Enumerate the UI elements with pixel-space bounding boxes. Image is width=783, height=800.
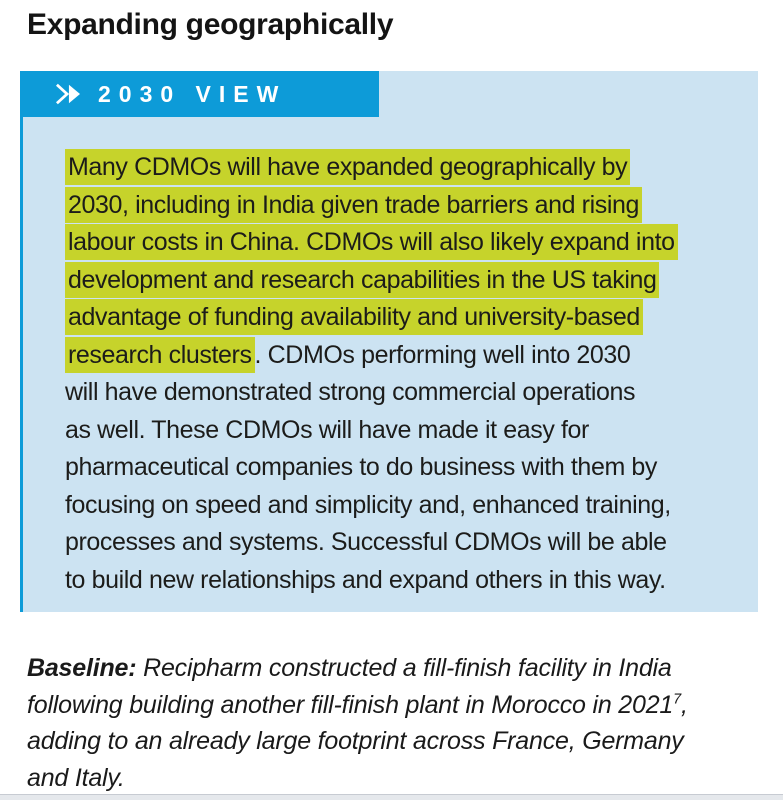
highlighted-text: development and research capabilities in… <box>65 261 660 298</box>
text-line: will have demonstrated strong commercial… <box>65 374 678 412</box>
fast-forward-icon <box>54 82 82 106</box>
highlighted-text: Many CDMOs will have expanded geographic… <box>65 149 631 185</box>
highlighted-text: advantage of funding availability and un… <box>65 299 643 335</box>
text-line: to build new relationships and expand ot… <box>65 562 678 600</box>
text-line: pharmaceutical companies to do business … <box>65 449 678 487</box>
view-paragraph: Many CDMOs will have expanded geographic… <box>65 149 678 599</box>
text-line: following building another fill-finish p… <box>27 687 688 724</box>
highlighted-text: research clusters <box>65 336 255 373</box>
body-text: as well. These CDMOs will have made it e… <box>65 415 589 444</box>
highlighted-text: labour costs in China. CDMOs will also l… <box>65 224 678 260</box>
text-line: Many CDMOs will have expanded geographic… <box>65 149 678 187</box>
body-text: and Italy. <box>27 763 125 792</box>
body-text: Baseline: <box>27 654 137 682</box>
view-header-label: 2030 VIEW <box>98 80 287 107</box>
bottom-divider <box>0 794 783 800</box>
body-text: , <box>681 690 688 719</box>
footnote-superscript: 7 <box>673 691 681 708</box>
body-text: processes and systems. Successful CDMOs … <box>65 528 667 556</box>
body-text: focusing on speed and simplicity and, en… <box>65 490 671 519</box>
baseline-paragraph: Baseline: Recipharm constructed a fill-f… <box>27 650 688 796</box>
body-text: Recipharm constructed a fill-finish faci… <box>136 654 672 682</box>
highlighted-text: 2030, including in India given trade bar… <box>65 186 643 223</box>
text-line: 2030, including in India given trade bar… <box>65 186 678 225</box>
text-line: Baseline: Recipharm constructed a fill-f… <box>27 650 688 687</box>
body-text: to build new relationships and expand ot… <box>65 565 666 594</box>
body-text: will have demonstrated strong commercial… <box>65 378 636 406</box>
body-text: following building another fill-finish p… <box>27 690 674 719</box>
text-line: labour costs in China. CDMOs will also l… <box>65 224 678 262</box>
body-text: adding to an already large footprint acr… <box>27 727 684 755</box>
text-line: processes and systems. Successful CDMOs … <box>65 524 678 562</box>
text-line: development and research capabilities in… <box>65 261 678 300</box>
view-header-bar: 2030 VIEW <box>20 71 379 117</box>
2030-view-box: 2030 VIEW Many CDMOs will have expanded … <box>20 71 758 612</box>
text-line: and Italy. <box>27 760 688 797</box>
text-line: focusing on speed and simplicity and, en… <box>65 487 678 525</box>
page-title: Expanding geographically <box>27 8 394 41</box>
text-line: adding to an already large footprint acr… <box>27 723 688 760</box>
text-line: as well. These CDMOs will have made it e… <box>65 412 678 450</box>
body-text: pharmaceutical companies to do business … <box>65 453 658 481</box>
text-line: research clusters. CDMOs performing well… <box>65 336 678 375</box>
text-line: advantage of funding availability and un… <box>65 299 678 337</box>
body-text: . CDMOs performing well into 2030 <box>254 340 631 369</box>
